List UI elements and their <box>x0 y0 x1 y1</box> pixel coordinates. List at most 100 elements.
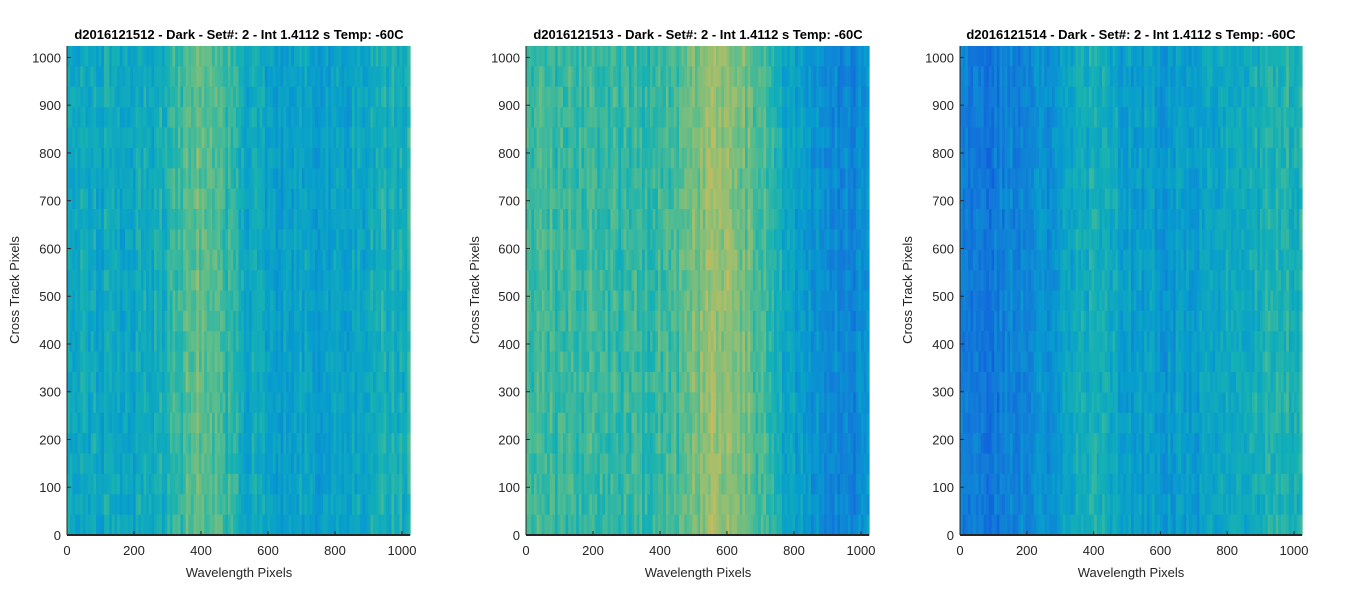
heatmap-cell <box>391 433 395 455</box>
heatmap-cell <box>375 188 379 210</box>
heatmap-cell <box>196 147 200 169</box>
heatmap-cell <box>359 229 364 251</box>
heatmap-cell <box>154 168 158 190</box>
heatmap-cell <box>164 209 168 230</box>
heatmap-cell <box>322 188 327 210</box>
heatmap-cell <box>156 453 160 475</box>
heatmap-cell <box>320 433 324 455</box>
heatmap-cell <box>201 412 205 434</box>
heatmap-cell <box>315 372 319 393</box>
heatmap-cell <box>278 46 282 67</box>
heatmap-cell <box>127 270 131 292</box>
heatmap-cell <box>90 331 94 353</box>
heatmap-cell <box>198 310 203 332</box>
heatmap-cell <box>90 127 94 149</box>
heatmap-cell <box>283 168 287 190</box>
heatmap-cell <box>132 229 137 251</box>
heatmap-cell <box>539 372 543 393</box>
heatmap-cell <box>325 433 329 455</box>
heatmap-cell <box>159 46 163 67</box>
heatmap-cell <box>127 494 131 516</box>
heatmap-cell <box>114 372 118 393</box>
heatmap-cell <box>246 249 250 271</box>
heatmap-cell <box>386 188 390 210</box>
heatmap-cell <box>338 127 342 149</box>
heatmap-cell <box>183 209 187 230</box>
heatmap-cell <box>251 107 255 129</box>
heatmap-cell <box>101 412 105 434</box>
heatmap-cell <box>394 127 398 149</box>
heatmap-cell <box>77 270 81 292</box>
heatmap-cell <box>72 310 76 332</box>
heatmap-cell <box>560 453 564 475</box>
heatmap-cell <box>351 310 356 332</box>
heatmap-cell <box>373 372 377 393</box>
heatmap-cell <box>336 310 340 332</box>
heatmap-cell <box>378 331 382 353</box>
heatmap-cell <box>386 453 390 475</box>
heatmap-cell <box>557 392 561 414</box>
heatmap-cell <box>301 310 306 332</box>
heatmap-cell <box>217 46 221 67</box>
heatmap-cell <box>264 209 269 230</box>
heatmap-cell <box>135 46 139 67</box>
heatmap-cell <box>359 372 364 393</box>
heatmap-cell <box>101 433 105 455</box>
heatmap-cell <box>275 372 279 393</box>
heatmap-cell <box>119 412 124 434</box>
heatmap-cell <box>283 249 287 271</box>
heatmap-cell <box>407 107 411 129</box>
heatmap-cell <box>267 188 271 210</box>
heatmap-cell <box>536 86 540 108</box>
heatmap-cell <box>344 514 348 536</box>
heatmap-cell <box>154 412 158 434</box>
heatmap-cell <box>191 147 195 169</box>
heatmap-cell <box>96 331 100 353</box>
heatmap-cell <box>80 433 84 455</box>
heatmap-cell <box>156 86 160 108</box>
heatmap-cell <box>373 188 377 210</box>
heatmap-cell <box>256 494 261 516</box>
heatmap-cell <box>156 127 160 149</box>
heatmap-cell <box>541 46 546 67</box>
heatmap-cell <box>541 66 546 88</box>
heatmap-cell <box>394 229 398 251</box>
heatmap-cell <box>544 473 548 495</box>
heatmap-cell <box>557 310 561 332</box>
heatmap-cell <box>119 168 124 190</box>
heatmap-cell <box>362 392 366 414</box>
heatmap-cell <box>177 473 182 495</box>
heatmap-cell <box>349 107 353 129</box>
heatmap-cell <box>359 209 364 230</box>
heatmap-cell <box>201 433 205 455</box>
heatmap-cell <box>82 86 87 108</box>
heatmap-cell <box>90 372 94 393</box>
heatmap-cell <box>109 514 113 536</box>
heatmap-cell <box>365 433 369 455</box>
heatmap-cell <box>122 209 126 230</box>
heatmap-cell <box>175 209 179 230</box>
heatmap-cell <box>285 86 290 108</box>
heatmap-cell <box>373 249 377 271</box>
heatmap-cell <box>544 46 548 67</box>
heatmap-cell <box>180 107 184 129</box>
heatmap-cell <box>307 290 311 312</box>
heatmap-cell <box>330 433 335 455</box>
heatmap-cell <box>312 310 316 332</box>
heatmap-cell <box>365 331 369 353</box>
heatmap-cell <box>526 453 530 475</box>
heatmap-cell <box>557 66 561 88</box>
heatmap-cell <box>549 453 553 475</box>
heatmap-cell <box>204 392 208 414</box>
heatmap-cell <box>169 66 174 88</box>
heatmap-cell <box>359 107 364 129</box>
heatmap-cell <box>177 86 182 108</box>
heatmap-cell <box>209 229 213 251</box>
heatmap-cell <box>156 351 160 373</box>
heatmap-cell <box>249 290 253 312</box>
heatmap-cell <box>270 127 274 149</box>
heatmap-cell <box>262 249 266 271</box>
heatmap-cell <box>333 188 337 210</box>
heatmap-cell <box>549 290 553 312</box>
